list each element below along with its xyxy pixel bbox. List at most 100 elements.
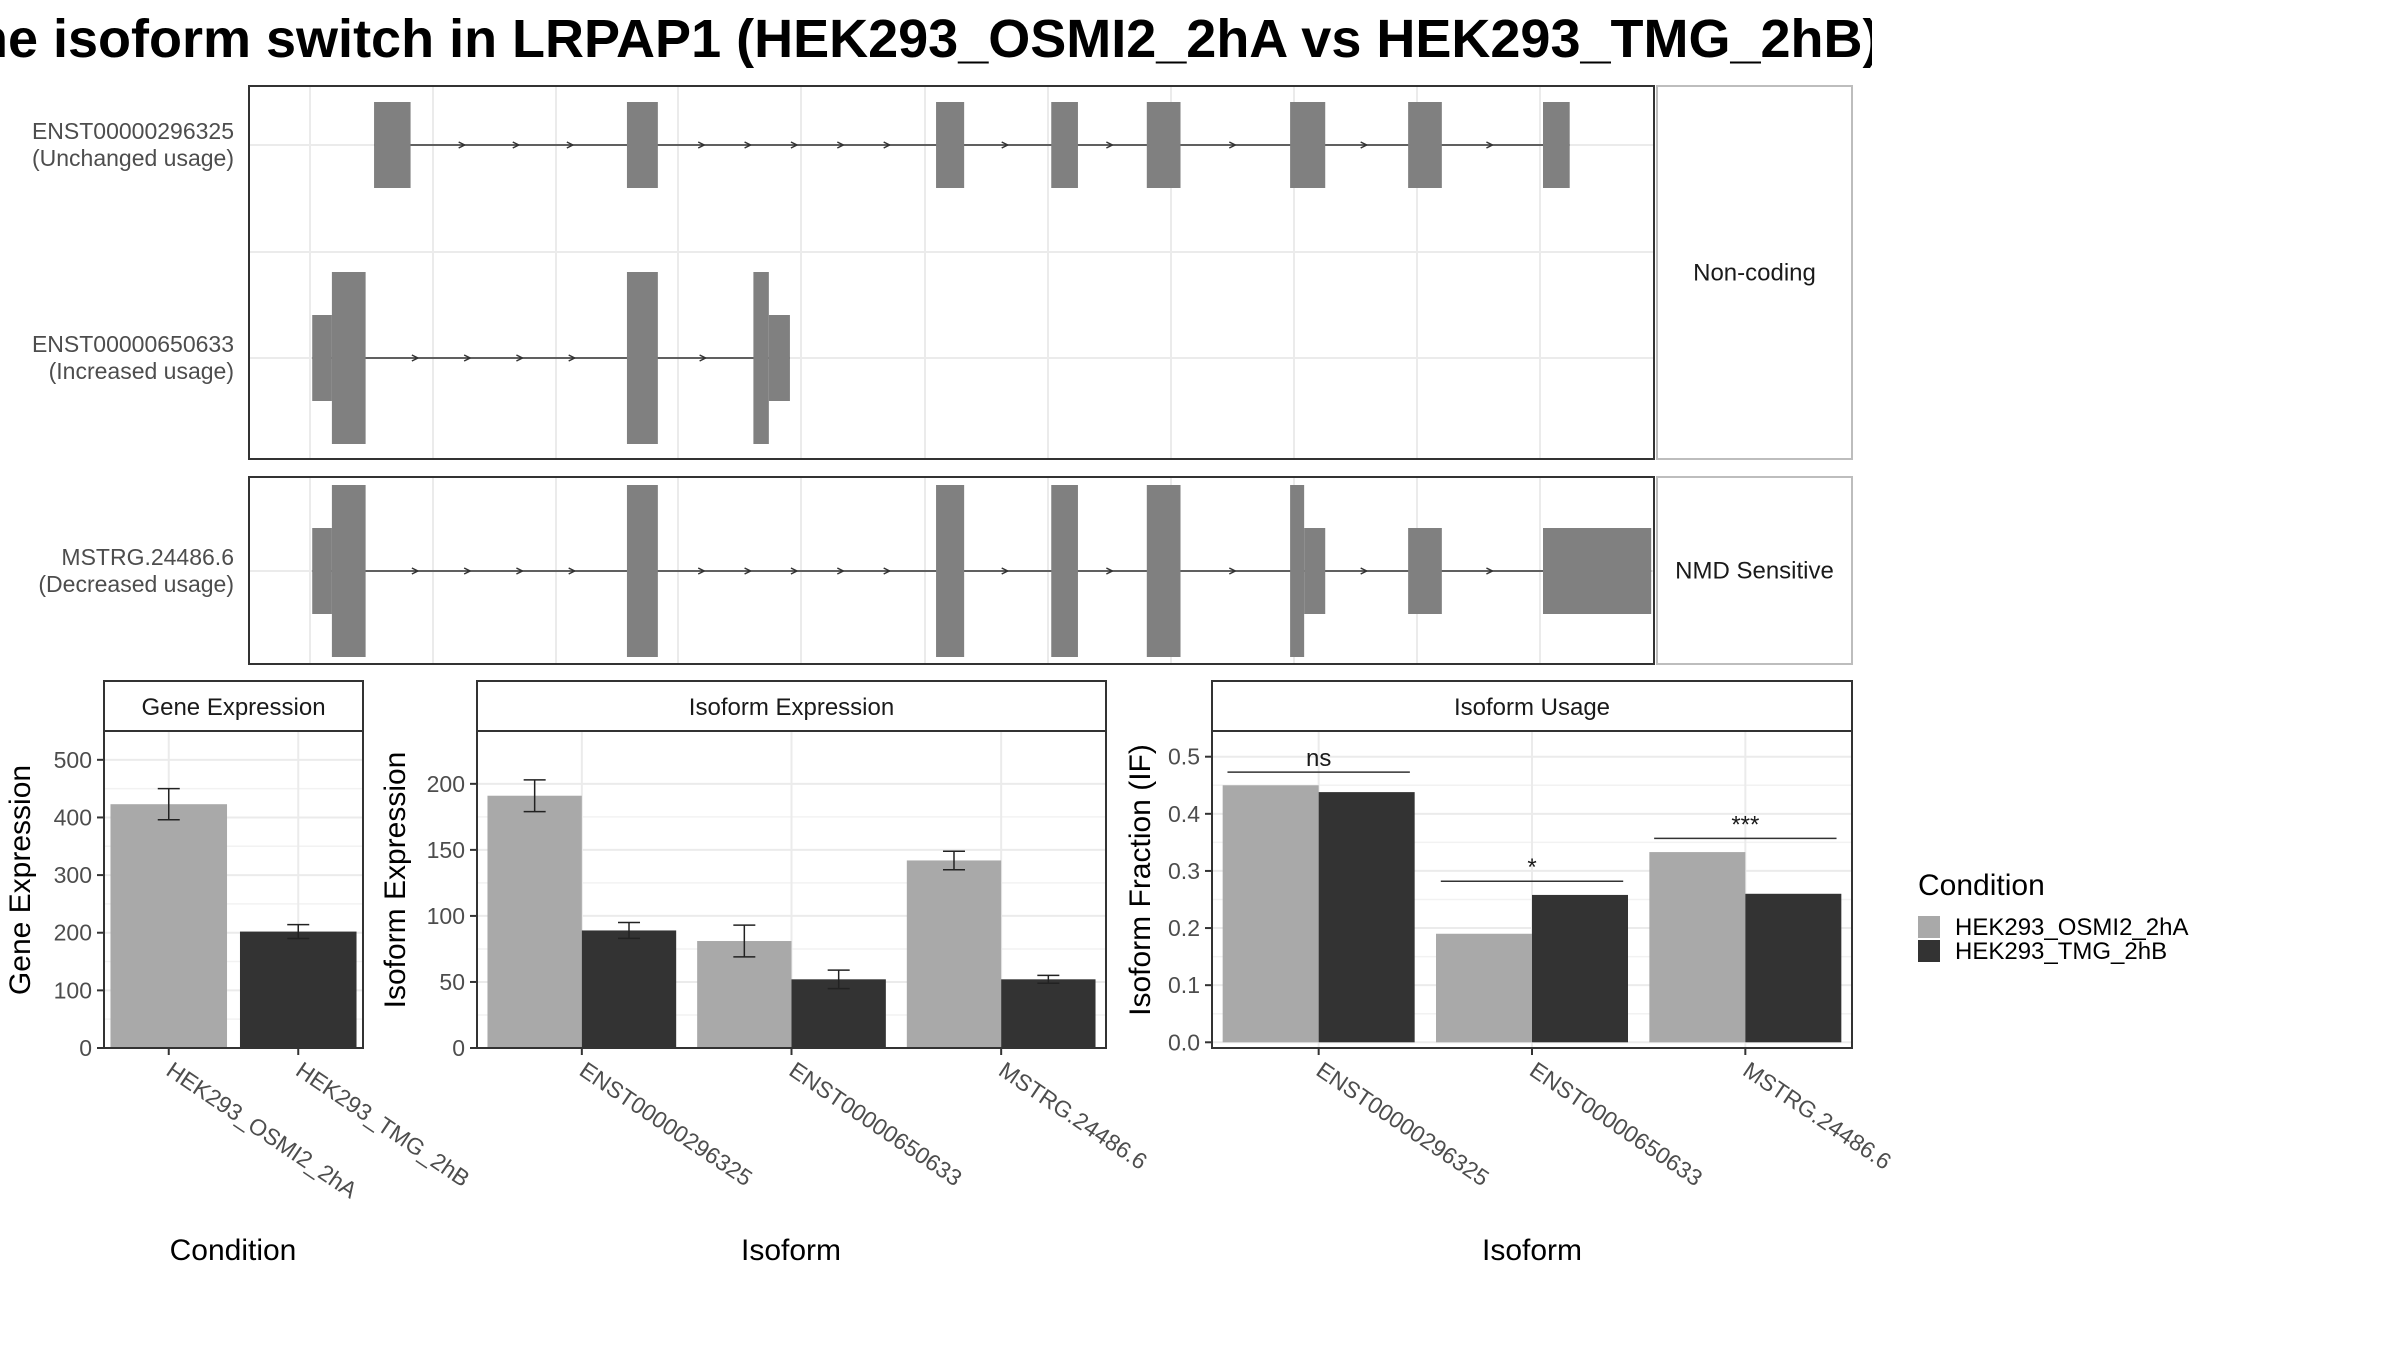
chart-strip bbox=[1211, 680, 1853, 732]
legend-title: Condition bbox=[1918, 869, 2045, 902]
chart-strip bbox=[476, 680, 1107, 732]
intron-arrow bbox=[883, 567, 892, 575]
isoform-id-label: ENST00000296325 bbox=[32, 118, 234, 144]
y-tick-label: 0.1 bbox=[1168, 972, 1200, 998]
intron-arrow bbox=[1106, 567, 1115, 575]
y-tick-label: 50 bbox=[439, 969, 465, 995]
exon-block bbox=[936, 485, 965, 657]
exon-block bbox=[1051, 485, 1078, 657]
structure-panel-2: MSTRG.24486.6(Decreased usage) NMD Sensit… bbox=[38, 476, 1853, 665]
intron-arrow bbox=[458, 141, 467, 149]
x-tick-label: ENST00000650633 bbox=[1525, 1057, 1707, 1192]
intron-arrow bbox=[463, 354, 472, 362]
intron-arrow bbox=[566, 141, 575, 149]
chart-panel-2: 0 50 100 150 200 ENST00000296325 ENST000006506… bbox=[379, 680, 1152, 1267]
exon-block bbox=[1146, 102, 1181, 188]
bar bbox=[1532, 894, 1628, 1043]
isoform-usage-label: (Unchanged usage) bbox=[32, 145, 234, 171]
exon-block bbox=[331, 272, 366, 444]
bar bbox=[581, 930, 677, 1048]
exon-block bbox=[768, 315, 790, 401]
chart-strip-label: Isoform Expression bbox=[689, 694, 894, 721]
intron-arrow bbox=[790, 141, 799, 149]
structure-panel-border bbox=[248, 476, 1655, 665]
x-axis-title: Isoform bbox=[741, 1234, 841, 1267]
y-tick-label: 150 bbox=[427, 837, 465, 863]
structure-panel-border bbox=[248, 85, 1655, 460]
bar bbox=[1649, 852, 1746, 1043]
figure-title: The isoform switch in LRPAP1 (HEK293_OSM… bbox=[0, 8, 1872, 70]
y-tick-label: 0.4 bbox=[1168, 801, 1200, 827]
y-tick-label: 400 bbox=[54, 804, 92, 830]
structure-strip-label: Non-coding bbox=[1693, 260, 1816, 287]
x-tick-label: ENST00000296325 bbox=[1312, 1057, 1494, 1192]
y-tick-label: 500 bbox=[54, 747, 92, 773]
y-tick-label: 0.5 bbox=[1168, 744, 1200, 770]
y-tick-label: 0 bbox=[79, 1035, 92, 1061]
exon-block bbox=[1290, 485, 1305, 657]
y-axis-title: Isoform Fraction (IF) bbox=[1124, 744, 1157, 1016]
intron-arrow bbox=[1106, 141, 1115, 149]
bar bbox=[110, 804, 228, 1048]
exon-block bbox=[374, 102, 411, 188]
bar bbox=[1745, 893, 1842, 1043]
intron-arrow bbox=[744, 141, 753, 149]
intron-arrow bbox=[516, 567, 525, 575]
bar bbox=[1001, 979, 1096, 1048]
significance-label: * bbox=[1527, 854, 1536, 881]
exon-block bbox=[1290, 102, 1326, 188]
legend-swatch bbox=[1918, 940, 1940, 962]
bar bbox=[487, 795, 582, 1048]
exon-block bbox=[331, 485, 366, 657]
significance-label: *** bbox=[1731, 811, 1759, 838]
y-tick-label: 200 bbox=[427, 771, 465, 797]
intron-arrow bbox=[836, 567, 845, 575]
bar bbox=[1318, 792, 1415, 1043]
intron-arrow bbox=[1486, 141, 1495, 149]
y-tick-label: 0.3 bbox=[1168, 858, 1200, 884]
chart-panel-1: 0100200300400500HEK293_OSMI2_2hAHEK293_T… bbox=[4, 680, 475, 1267]
legend-label: HEK293_OSMI2_2hA bbox=[1955, 914, 2188, 941]
bar bbox=[1436, 933, 1532, 1043]
chart-strip bbox=[103, 680, 364, 732]
y-axis-title: Isoform Expression bbox=[379, 752, 412, 1009]
intron-arrow bbox=[1001, 141, 1010, 149]
bar bbox=[1222, 785, 1319, 1043]
intron-arrow bbox=[697, 567, 706, 575]
intron-arrow bbox=[1228, 567, 1237, 575]
structure-strip-label: NMD Sensitive bbox=[1675, 558, 1834, 585]
bar bbox=[906, 860, 1002, 1048]
intron-arrow bbox=[463, 567, 472, 575]
y-tick-label: 100 bbox=[54, 977, 92, 1003]
bar bbox=[697, 941, 792, 1048]
y-tick-label: 0 bbox=[452, 1035, 465, 1061]
intron-arrow bbox=[568, 567, 577, 575]
intron-arrow bbox=[512, 141, 521, 149]
exon-block bbox=[312, 528, 332, 614]
exon-block bbox=[1051, 102, 1078, 188]
exon-block bbox=[1304, 528, 1326, 614]
bar bbox=[791, 979, 886, 1048]
structure-panel-1: ENST00000296325(Unchanged usage) ENST0000… bbox=[32, 85, 1853, 460]
isoform-usage-label: (Decreased usage) bbox=[38, 571, 234, 597]
legend-label: HEK293_TMG_2hB bbox=[1955, 938, 2167, 965]
y-tick-label: 100 bbox=[427, 903, 465, 929]
exon-block bbox=[312, 315, 332, 401]
isoform-id-label: MSTRG.24486.6 bbox=[61, 544, 234, 570]
significance-label: ns bbox=[1306, 745, 1331, 772]
exon-block bbox=[626, 485, 658, 657]
structure-strip bbox=[1656, 85, 1853, 460]
chart-panel-3: 0.0 0.1 0.2 0.3 0.4 0.5 ENST00000296325 ENST000… bbox=[1124, 680, 1897, 1267]
exon-block bbox=[936, 102, 965, 188]
intron-arrow bbox=[568, 354, 577, 362]
intron-arrow bbox=[1228, 141, 1237, 149]
y-tick-label: 300 bbox=[54, 862, 92, 888]
x-tick-label: MSTRG.24486.6 bbox=[1739, 1057, 1897, 1175]
intron-arrow bbox=[411, 567, 420, 575]
x-tick-label: ENST00000650633 bbox=[785, 1057, 967, 1192]
intron-arrow bbox=[790, 567, 799, 575]
x-axis-title: Condition bbox=[170, 1234, 297, 1267]
intron-arrow bbox=[1360, 141, 1369, 149]
intron-arrow bbox=[411, 354, 420, 362]
